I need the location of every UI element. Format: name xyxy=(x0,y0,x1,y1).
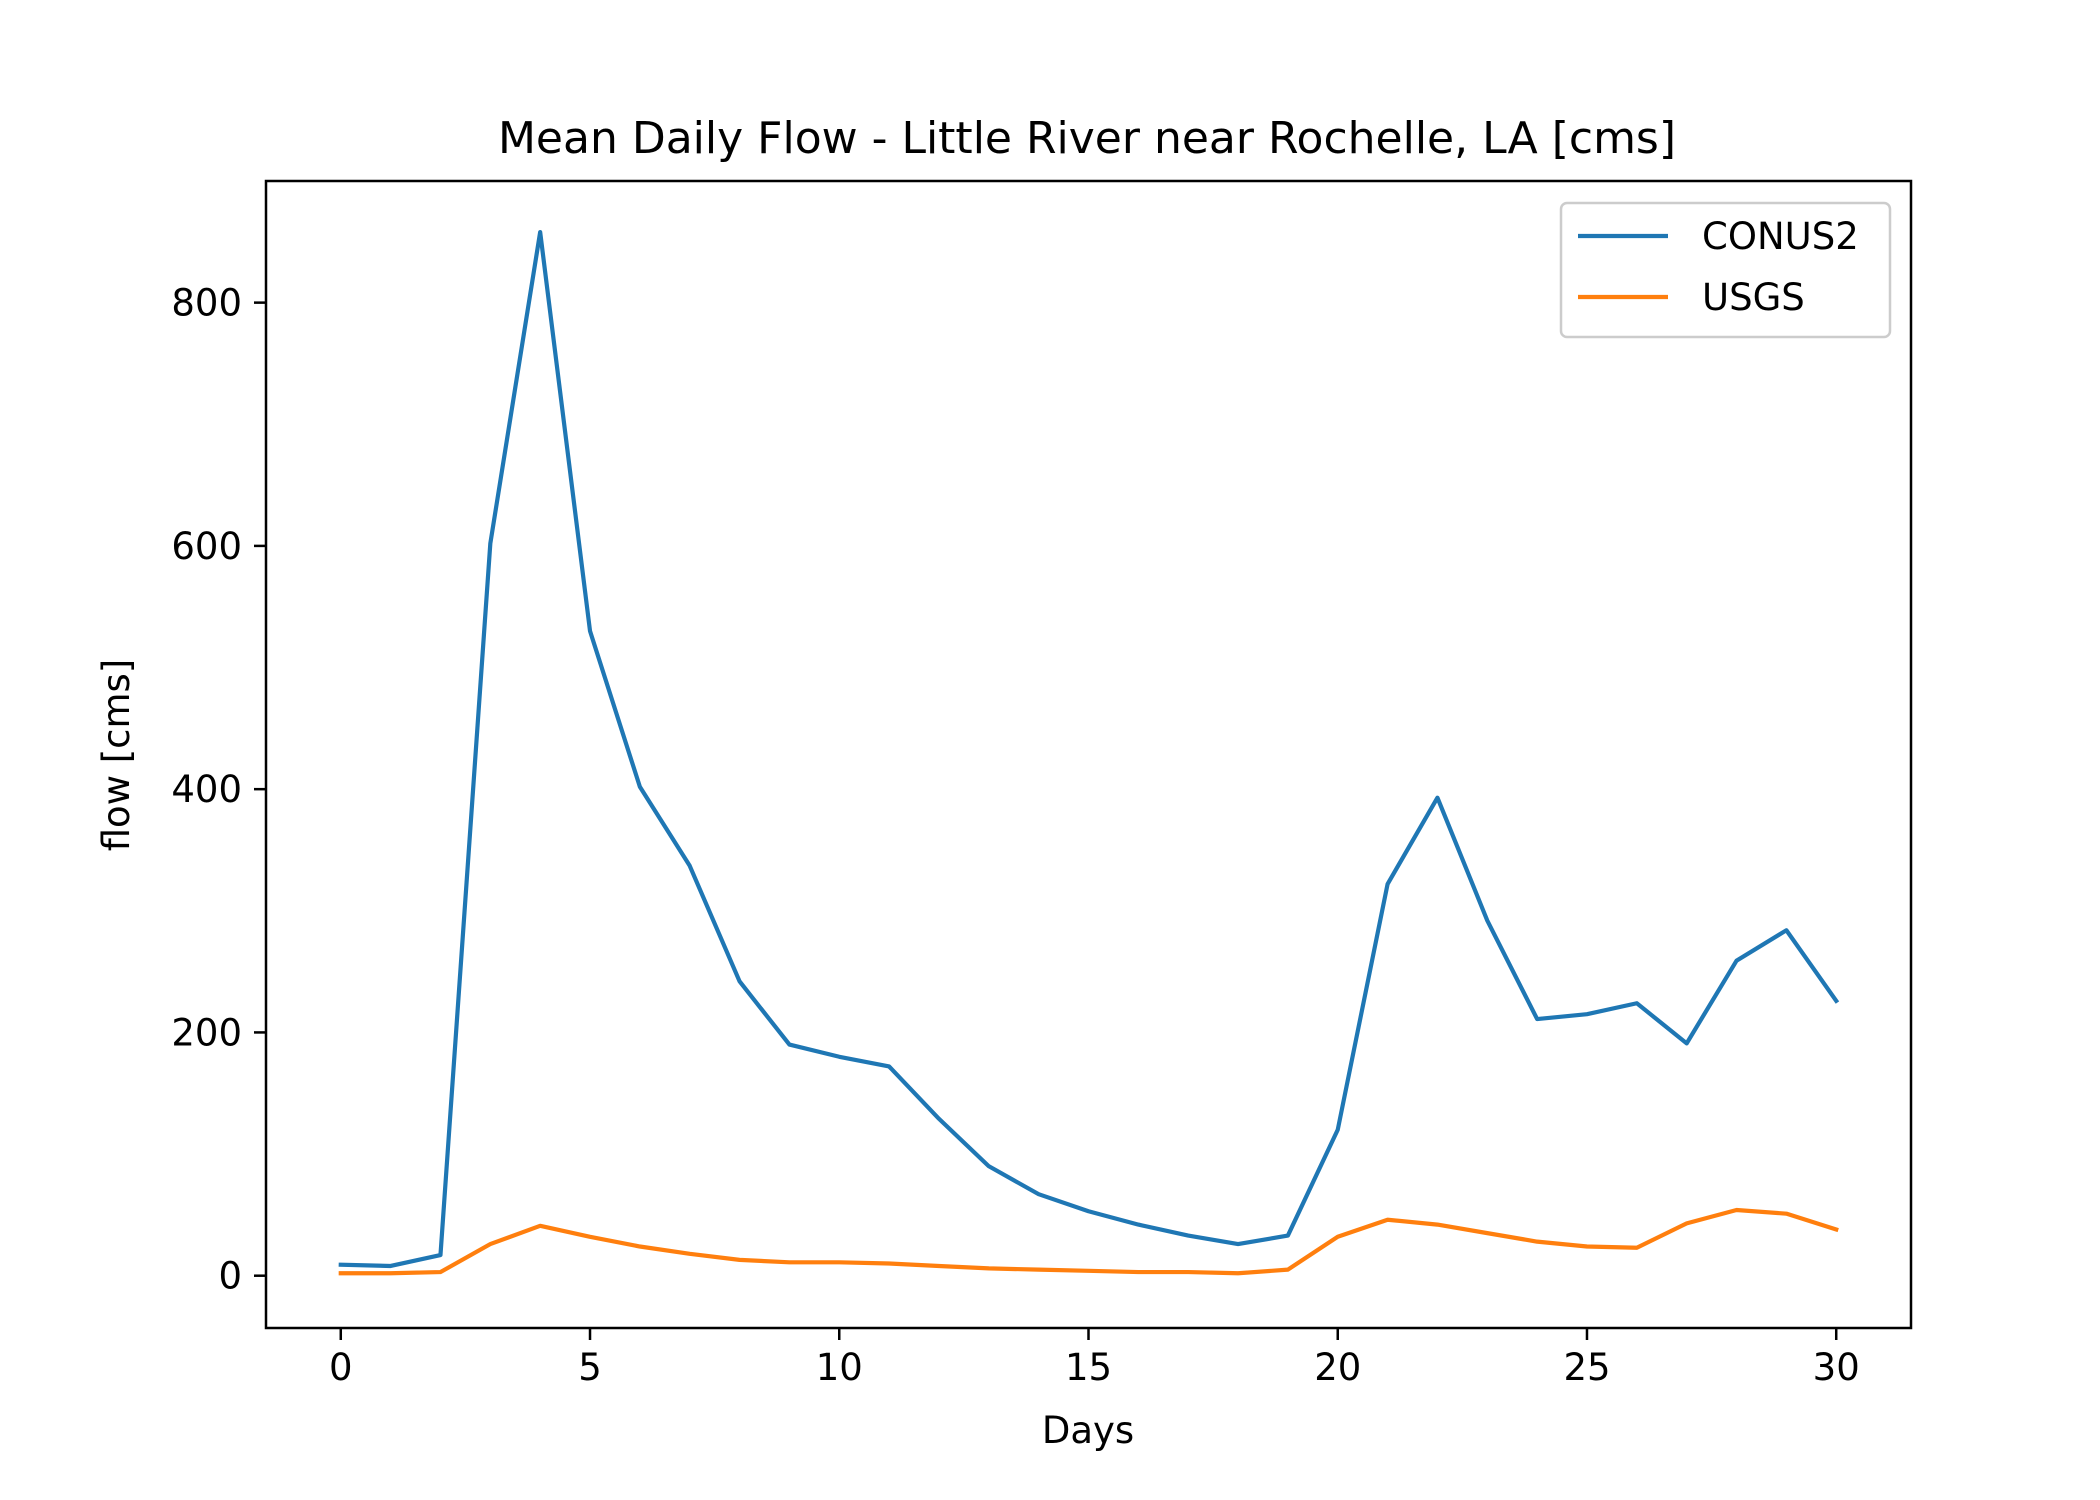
y-tick-label: 800 xyxy=(171,282,242,325)
y-tick-label: 400 xyxy=(171,768,242,811)
legend-entries: CONUS2 USGS xyxy=(1578,215,1859,319)
legend-label-usgs: USGS xyxy=(1702,276,1805,319)
x-axis-label: Days xyxy=(1042,1409,1134,1452)
y-tick-label: 600 xyxy=(171,525,242,568)
y-tick-label: 0 xyxy=(218,1255,242,1298)
plot-lines xyxy=(338,229,1840,1276)
x-tick-label: 25 xyxy=(1563,1346,1610,1389)
series-line-conus2 xyxy=(338,229,1840,1269)
chart-title: Mean Daily Flow - Little River near Roch… xyxy=(498,113,1676,164)
x-tick-label: 20 xyxy=(1314,1346,1361,1389)
legend: CONUS2 USGS xyxy=(1559,201,1892,339)
y-axis-ticks: 0 200 400 600 800 xyxy=(171,282,266,1298)
y-tick-label: 200 xyxy=(171,1011,242,1054)
series-line-usgs xyxy=(338,1207,1839,1276)
x-tick-label: 10 xyxy=(816,1346,863,1389)
x-tick-label: 15 xyxy=(1065,1346,1112,1389)
x-tick-label: 30 xyxy=(1813,1346,1860,1389)
x-tick-label: 0 xyxy=(329,1346,353,1389)
legend-label-conus2: CONUS2 xyxy=(1702,215,1859,258)
x-axis-ticks: 0 5 10 15 20 25 30 xyxy=(329,1328,1860,1389)
y-axis-label: flow [cms] xyxy=(95,659,138,852)
x-tick-label: 5 xyxy=(578,1346,602,1389)
